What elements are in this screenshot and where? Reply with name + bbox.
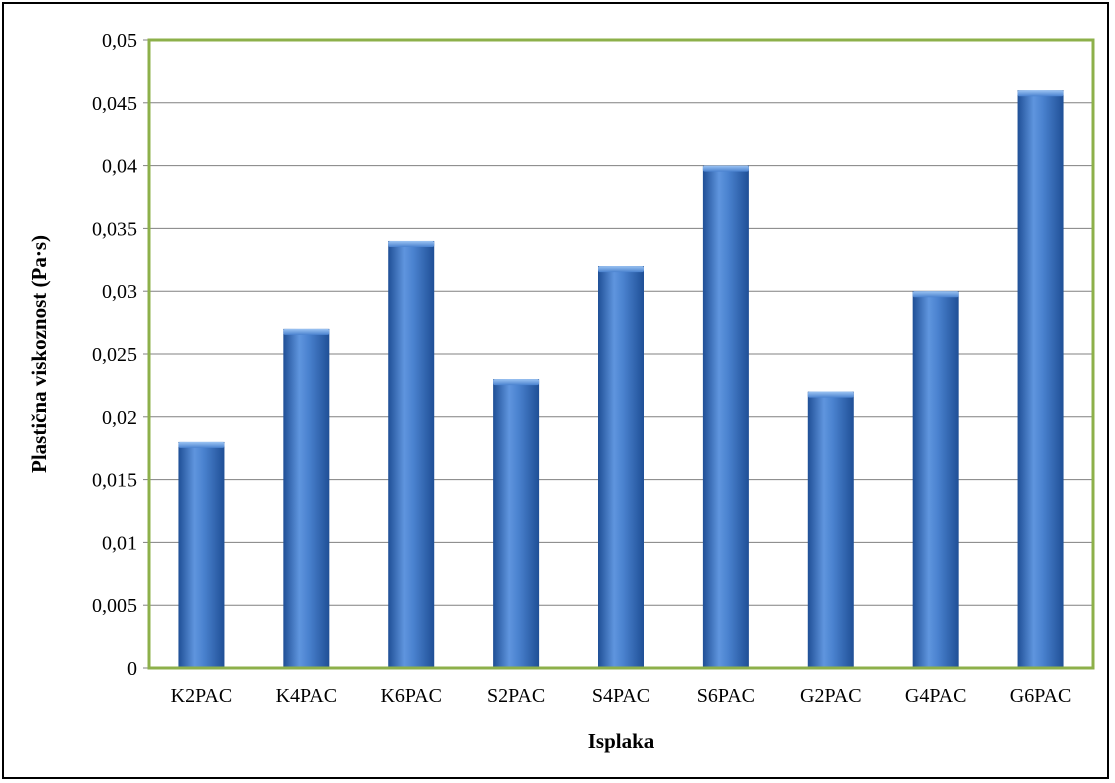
bar-cap — [283, 328, 330, 335]
x-tick-label: S4PAC — [592, 685, 650, 707]
y-tick-label: 0,01 — [102, 532, 137, 554]
x-axis-title: Isplaka — [588, 729, 655, 753]
plot-area-border — [147, 38, 1095, 670]
x-tick-label: G6PAC — [1010, 685, 1072, 707]
y-tick-label: 0,05 — [102, 30, 137, 52]
y-tick-label: 0,015 — [92, 470, 137, 492]
bar-g4pac — [912, 291, 959, 668]
x-tick-label: S2PAC — [487, 685, 545, 707]
y-tick-label: 0,045 — [92, 93, 137, 115]
y-tick-label: 0 — [127, 658, 137, 680]
bar-cap — [493, 379, 540, 386]
bar-g6pac — [1017, 90, 1064, 669]
x-tick-label: G4PAC — [905, 685, 967, 707]
y-tick-label: 0,005 — [92, 595, 137, 617]
bar-s6pac — [702, 165, 749, 668]
bar-k6pac — [388, 240, 435, 668]
y-tick-label: 0,03 — [102, 281, 137, 303]
bar-s4pac — [598, 266, 644, 668]
bar-k4pac — [283, 328, 330, 668]
y-tick-label: 0,04 — [102, 156, 137, 178]
bar-cap — [598, 266, 644, 273]
x-tick-label: G2PAC — [800, 685, 862, 707]
bar-cap — [388, 240, 435, 247]
y-axis-tick-labels: 0 0,005 0,01 0,015 0,02 0,025 0,03 0,035 0,04 0,0… — [92, 30, 137, 680]
x-tick-label: K6PAC — [380, 685, 442, 707]
bar-cap — [1017, 90, 1064, 97]
x-tick-label: K2PAC — [171, 685, 233, 707]
bar-k2pac — [178, 441, 225, 668]
bar-cap — [702, 165, 749, 172]
bar-g2pac — [807, 391, 854, 668]
y-tick-label: 0,035 — [92, 218, 137, 240]
x-axis-tick-labels: K2PAC K4PAC K6PAC S2PAC S4PAC S6PAC G2PAC G4PAC… — [171, 685, 1072, 707]
bars — [178, 90, 1064, 669]
y-tick-label: 0,025 — [92, 344, 137, 366]
y-tick-label: 0,02 — [102, 407, 137, 429]
bar-s2pac — [493, 379, 540, 668]
bar-cap — [178, 441, 225, 448]
x-tick-label: S6PAC — [697, 685, 755, 707]
y-axis-title: Plastična viskoznost (Pa·s) — [27, 235, 51, 473]
bar-cap — [912, 291, 959, 298]
x-tick-label: K4PAC — [276, 685, 338, 707]
bar-cap — [807, 391, 854, 398]
